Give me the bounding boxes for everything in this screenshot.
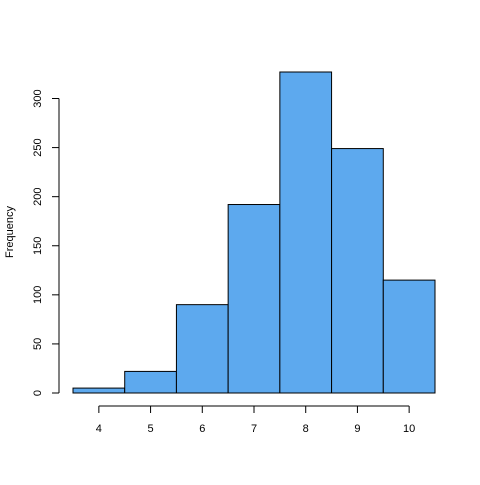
histogram-bar-7 bbox=[227, 204, 281, 394]
histogram-bar-9 bbox=[331, 148, 384, 394]
y-tick-label: 50 bbox=[32, 338, 44, 350]
histogram-bar-8 bbox=[279, 71, 333, 394]
y-tick-label: 300 bbox=[32, 89, 44, 107]
x-axis: 4 5 6 7 8 9 10 bbox=[96, 405, 415, 435]
histogram-bar-4 bbox=[72, 387, 126, 394]
histogram-bars bbox=[72, 71, 436, 394]
x-tick-label: 8 bbox=[303, 423, 309, 435]
y-tick-label: 250 bbox=[32, 138, 44, 156]
x-tick-label: 7 bbox=[251, 423, 257, 435]
histogram-bar-5 bbox=[124, 370, 177, 394]
y-tick-label: 100 bbox=[32, 286, 44, 304]
x-tick-label: 10 bbox=[403, 423, 415, 435]
y-tick-label: 150 bbox=[32, 237, 44, 255]
y-tick-label: 200 bbox=[32, 187, 44, 205]
y-axis: 0 50 100 150 200 250 300 bbox=[32, 89, 60, 396]
histogram-bar-10 bbox=[382, 279, 436, 394]
y-tick-label: 0 bbox=[32, 390, 44, 396]
x-tick-label: 5 bbox=[148, 423, 154, 435]
y-axis-label: Frequency bbox=[4, 206, 16, 258]
x-tick-label: 6 bbox=[199, 423, 205, 435]
histogram-bar-6 bbox=[175, 304, 229, 394]
x-tick-label: 4 bbox=[96, 423, 102, 435]
x-tick-label: 9 bbox=[354, 423, 360, 435]
